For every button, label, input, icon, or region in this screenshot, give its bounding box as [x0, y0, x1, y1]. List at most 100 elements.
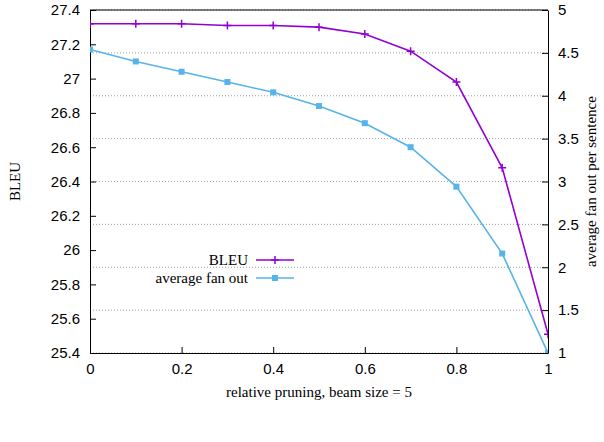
frame: [90, 10, 548, 11]
tick: 27.4: [51, 1, 96, 18]
marker: [270, 89, 276, 95]
marker: [224, 79, 230, 85]
legend-marker: [272, 275, 278, 281]
legend-label: BLEU: [209, 252, 248, 268]
tick: 26.8: [51, 104, 96, 121]
grid-line: [90, 181, 548, 182]
grid-line: [90, 353, 548, 354]
tick-label: 27.4: [51, 1, 80, 18]
series-line: [90, 49, 548, 353]
tick: 4: [542, 87, 566, 104]
marker: [315, 23, 323, 31]
grid-line: [90, 267, 548, 268]
grid-line: [90, 95, 548, 96]
tick-label: 25.6: [51, 310, 80, 327]
tick-mark: [542, 182, 548, 183]
tick-mark: [90, 353, 96, 354]
marker: [269, 21, 277, 29]
y2-axis: 1 1.5 2 2.5 3 3.5 4 4.5 5: [542, 1, 579, 361]
x-axis-title: relative pruning, beam size = 5: [226, 384, 412, 400]
marker: [545, 350, 548, 353]
tick-label: 26.8: [51, 104, 80, 121]
plot-area: [90, 20, 548, 353]
tick: 27: [63, 70, 96, 87]
tick: 0.6: [355, 347, 376, 377]
tick: 0.2: [172, 347, 193, 377]
tick-label: 27.2: [51, 36, 80, 53]
tick-label: 26.6: [51, 139, 80, 156]
marker: [544, 330, 548, 338]
x-axis: 0 0.2 0.4 0.6 0.8 1: [86, 347, 552, 377]
y-axis-title: BLEU: [7, 162, 23, 201]
tick-label: 3: [558, 173, 566, 190]
tick-mark: [542, 310, 548, 311]
grid-line: [90, 52, 548, 53]
tick-label: 26: [63, 241, 80, 258]
tick-mark: [90, 319, 96, 320]
tick-mark: [542, 53, 548, 54]
marker: [361, 30, 369, 38]
tick-mark: [542, 267, 548, 268]
marker: [133, 58, 139, 64]
tick-label: 0.8: [446, 360, 467, 377]
tick-mark: [182, 347, 183, 353]
tick-mark: [456, 347, 457, 353]
tick-label: 3.5: [558, 130, 579, 147]
marker: [90, 46, 93, 52]
tick: 0.4: [263, 347, 284, 377]
y-axis: 25.4 25.6 25.8 26 26.2 26.4 26.6 26.8 27 27.2 27.4: [51, 1, 96, 361]
marker: [498, 164, 506, 172]
tick: 0.8: [446, 347, 467, 377]
tick-mark: [90, 216, 96, 217]
tick: 26.2: [51, 207, 96, 224]
tick: 2.5: [542, 216, 579, 233]
tick-label: 26.4: [51, 173, 80, 190]
grid-line: [90, 10, 548, 11]
grid-line: [90, 224, 548, 225]
marker: [132, 20, 140, 28]
tick-label: 1: [558, 344, 566, 361]
tick-label: 2: [558, 259, 566, 276]
legend: BLEU average fan out: [156, 252, 294, 286]
marker: [223, 21, 231, 29]
tick-label: 26.2: [51, 207, 80, 224]
marker: [362, 120, 368, 126]
tick: 3: [542, 173, 566, 190]
tick-label: 5: [558, 1, 566, 18]
tick-label: 1.5: [558, 301, 579, 318]
tick-mark: [542, 96, 548, 97]
tick: 4.5: [542, 44, 579, 61]
tick-mark: [542, 353, 548, 354]
series-line: [90, 24, 548, 334]
tick-mark: [90, 147, 96, 148]
tick-mark: [273, 347, 274, 353]
tick: 26: [63, 241, 96, 258]
grid: [90, 10, 548, 353]
tick-label: 1: [544, 360, 552, 377]
tick: 3.5: [542, 130, 579, 147]
marker: [453, 184, 459, 190]
tick-label: 25.4: [51, 344, 80, 361]
grid-line: [90, 138, 548, 139]
tick-label: 27: [63, 70, 80, 87]
tick: 25.8: [51, 276, 96, 293]
grid-line: [90, 310, 548, 311]
tick: 26.4: [51, 173, 96, 190]
tick-label: 2.5: [558, 216, 579, 233]
legend-label: average fan out: [156, 270, 249, 286]
tick: 25.4: [51, 344, 96, 361]
chart: 0 0.2 0.4 0.6 0.8 1 25.4 25.6 25.8 26 26.2 26.4 26.6…: [0, 0, 604, 442]
tick-mark: [90, 284, 96, 285]
tick-label: 0.2: [172, 360, 193, 377]
tick-label: 0.4: [263, 360, 284, 377]
marker: [408, 144, 414, 150]
marker: [499, 251, 505, 257]
tick-label: 4.5: [558, 44, 579, 61]
tick: 26.6: [51, 139, 96, 156]
marker: [452, 78, 460, 86]
tick-mark: [90, 113, 96, 114]
tick-mark: [90, 182, 96, 183]
tick: 2: [542, 259, 566, 276]
tick-label: 0: [86, 360, 94, 377]
tick-label: 0.6: [355, 360, 376, 377]
